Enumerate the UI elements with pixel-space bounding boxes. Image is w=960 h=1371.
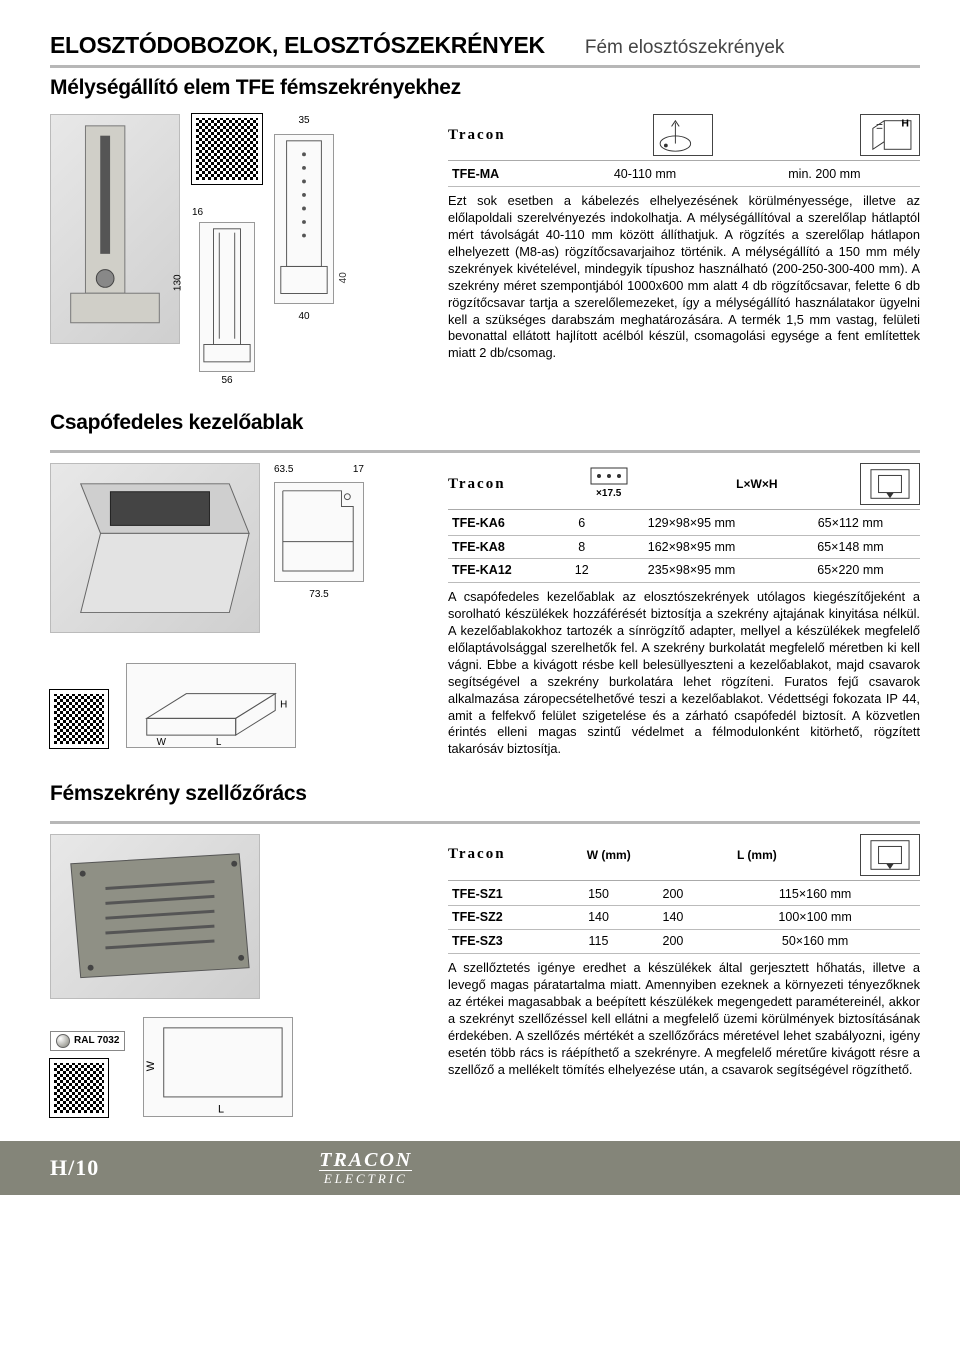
code-cell: TFE-KA12 (448, 559, 561, 583)
spec-table-3: TFE-SZ1150200115×160 mm TFE-SZ2140140100… (448, 883, 920, 955)
brand-label: Tracon (448, 125, 506, 145)
qr-code (50, 1059, 108, 1117)
value-cell: 65×220 mm (781, 559, 920, 583)
product-photo-grille (50, 834, 260, 999)
qr-code (192, 114, 262, 184)
technical-drawing-iso: W L H (126, 663, 296, 748)
column-header: ×17.5 (596, 487, 621, 501)
technical-drawing-side (199, 222, 255, 372)
brand-label: Tracon (448, 474, 506, 494)
value-cell: 115×160 mm (710, 883, 920, 906)
brand-label: Tracon (448, 844, 506, 864)
product-photo-window (50, 463, 260, 633)
dim-label: 35 (298, 114, 309, 128)
technical-drawing-front: 40 (274, 134, 334, 304)
dim-label: 73.5 (309, 588, 328, 602)
value-cell: 150 (561, 883, 635, 906)
product-photo-bracket (50, 114, 180, 344)
footer-brand: TRACON ELECTRIC (319, 1150, 412, 1185)
qr-code (50, 690, 108, 748)
code-cell: TFE-MA (448, 163, 561, 186)
ral-label: RAL 7032 (74, 1034, 119, 1048)
code-cell: TFE-SZ1 (448, 883, 561, 906)
spec-table-1: TFE-MA 40-110 mm min. 200 mm (448, 163, 920, 187)
svg-text:W: W (157, 737, 167, 748)
footer-brand-bottom: ELECTRIC (319, 1170, 412, 1185)
code-cell: TFE-SZ2 (448, 906, 561, 930)
ral-swatch-icon (56, 1034, 70, 1048)
section2-subtitle: Csapófedeles kezelőablak (50, 409, 920, 437)
h-label: H (901, 119, 909, 130)
spec-table-2: TFE-KA66129×98×95 mm65×112 mm TFE-KA8816… (448, 512, 920, 584)
value-cell: 115 (561, 930, 635, 954)
page-number: H/10 (50, 1153, 99, 1183)
value-cell: 40-110 mm (561, 163, 729, 186)
value-cell: 6 (561, 512, 602, 535)
svg-text:H: H (280, 699, 287, 710)
cutout-icon (860, 834, 920, 876)
dim-label: 40 (337, 273, 351, 284)
dim-label: 56 (192, 374, 262, 388)
section1-body: Ezt sok esetben a kábelezés elhelyezésén… (448, 193, 920, 362)
value-cell: 12 (561, 559, 602, 583)
dim-label: 17 (353, 463, 364, 477)
value-cell: 129×98×95 mm (602, 512, 781, 535)
depth-h-icon: H (860, 114, 920, 156)
svg-text:L: L (216, 737, 222, 748)
cutout-icon (860, 463, 920, 505)
main-title: ELOSZTÓDOBOZOK, ELOSZTÓSZEKRÉNYEK (50, 30, 545, 61)
code-cell: TFE-SZ3 (448, 930, 561, 954)
footer-brand-top: TRACON (319, 1150, 412, 1170)
page-footer: H/10 TRACON ELECTRIC (0, 1141, 960, 1195)
technical-drawing-grille: WL (143, 1017, 293, 1117)
value-cell: 65×112 mm (781, 512, 920, 535)
technical-drawing-profile (274, 482, 364, 582)
table-row: TFE-MA 40-110 mm min. 200 mm (448, 163, 920, 186)
value-cell: 65×148 mm (781, 535, 920, 559)
dim-label: 16 (192, 206, 203, 220)
column-header: W (mm) (564, 847, 654, 863)
value-cell: 8 (561, 535, 602, 559)
divider (50, 65, 920, 68)
section1-subtitle: Mélységállító elem TFE fémszekrényekhez (50, 74, 920, 102)
table-row: TFE-SZ2140140100×100 mm (448, 906, 920, 930)
table-row: TFE-SZ311520050×160 mm (448, 930, 920, 954)
dim-label: 63.5 (274, 463, 293, 477)
dim-label: 130 (172, 275, 186, 292)
value-cell: min. 200 mm (729, 163, 920, 186)
column-header: L (mm) (712, 847, 802, 863)
table-row: TFE-KA88162×98×95 mm65×148 mm (448, 535, 920, 559)
value-cell: 200 (636, 930, 710, 954)
section3-subtitle: Fémszekrény szellőzőrács (50, 780, 920, 808)
module-icon (590, 467, 628, 485)
table-row: TFE-SZ1150200115×160 mm (448, 883, 920, 906)
section3-body: A szellőztetés igénye eredhet a készülék… (448, 960, 920, 1078)
value-cell: 100×100 mm (710, 906, 920, 930)
dim-label: 40 (298, 310, 309, 324)
category-label: Fém elosztószekrények (585, 35, 785, 61)
section2-body: A csapófedeles kezelőablak az elosztósze… (448, 589, 920, 758)
value-cell: 140 (561, 906, 635, 930)
code-cell: TFE-KA6 (448, 512, 561, 535)
divider (50, 821, 920, 824)
column-header: L×W×H (712, 476, 802, 492)
divider (50, 450, 920, 453)
svg-text:L: L (218, 1103, 224, 1115)
svg-text:W: W (145, 1060, 157, 1071)
adjustment-icon (653, 114, 713, 156)
value-cell: 50×160 mm (710, 930, 920, 954)
value-cell: 140 (636, 906, 710, 930)
value-cell: 200 (636, 883, 710, 906)
ral-badge: RAL 7032 (50, 1031, 125, 1051)
value-cell: 162×98×95 mm (602, 535, 781, 559)
code-cell: TFE-KA8 (448, 535, 561, 559)
table-row: TFE-KA66129×98×95 mm65×112 mm (448, 512, 920, 535)
table-row: TFE-KA1212235×98×95 mm65×220 mm (448, 559, 920, 583)
value-cell: 235×98×95 mm (602, 559, 781, 583)
